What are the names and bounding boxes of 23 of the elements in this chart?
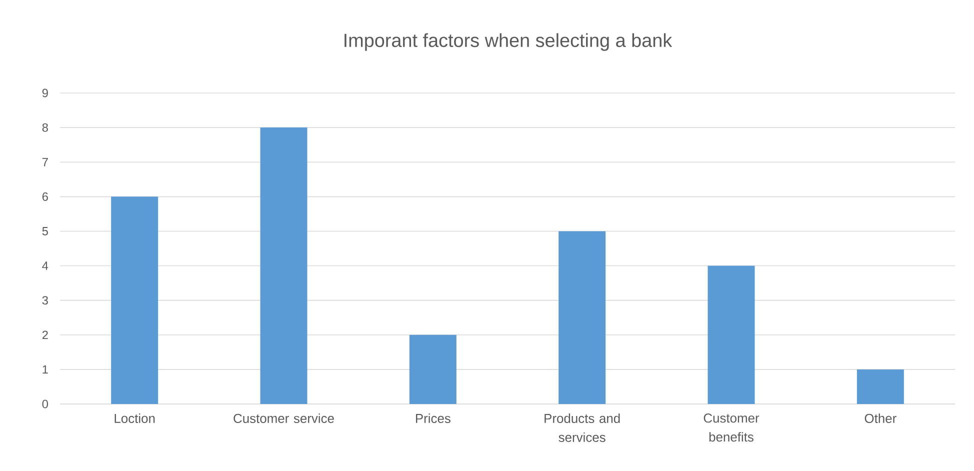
y-tick-label: 6 [42, 192, 48, 201]
x-tick-label: Customer benefits [704, 414, 760, 442]
chart-title: Imporant factors when selecting a bank [344, 33, 672, 51]
bar [111, 196, 158, 404]
y-tick-label: 9 [42, 88, 48, 98]
y-tick-label: 8 [42, 123, 48, 132]
y-tick-label: 7 [42, 158, 48, 166]
y-tick-label: 4 [42, 262, 48, 270]
x-tick-label: Other [864, 414, 896, 424]
bar [260, 128, 308, 404]
bar [708, 266, 755, 404]
x-tick-label: Products and services [544, 414, 620, 442]
y-tick-label: 0 [42, 400, 48, 408]
x-tick-label: Prices [416, 414, 450, 424]
y-tick-label: 3 [42, 296, 48, 305]
x-tick-label: Customer service [234, 414, 334, 424]
bar [856, 369, 904, 404]
y-tick-label: 5 [42, 227, 48, 236]
y-tick-label: 2 [42, 330, 48, 340]
bar [558, 231, 606, 404]
y-tick-label: 1 [42, 365, 48, 374]
bar [409, 334, 456, 404]
x-tick-label: Loction [114, 414, 155, 424]
